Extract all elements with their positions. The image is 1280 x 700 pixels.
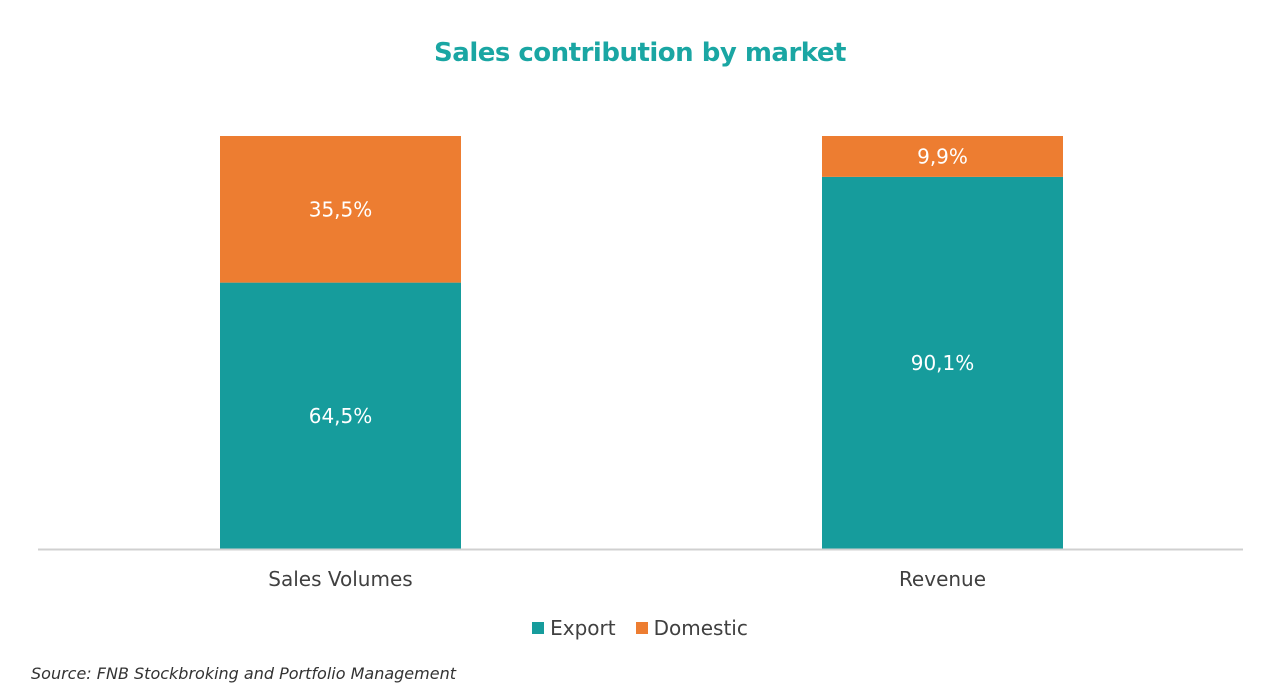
bar-export-1	[822, 176, 1063, 549]
chart-title: Sales contribution by market	[434, 38, 846, 68]
legend-item-export: Export	[532, 616, 616, 640]
bar-domestic-0	[220, 136, 461, 283]
chart-plot: 64,5% 35,5% Sales Volumes 90,1% 9,9% Revenue	[38, 136, 1243, 591]
legend-swatch-domestic	[635, 622, 648, 634]
category-label-0: Sales Volumes	[268, 567, 412, 591]
legend-swatch-export	[532, 622, 545, 634]
legend: Export Domestic	[0, 616, 1280, 640]
category-label-1: Revenue	[899, 567, 986, 591]
legend-label-domestic: Domestic	[653, 616, 748, 640]
data-label-domestic-1: 9,9%	[917, 144, 968, 168]
source-note: Source: FNB Stockbroking and Portfolio M…	[31, 664, 456, 683]
data-label-export-1: 90,1%	[911, 351, 975, 375]
bar-export-0	[220, 282, 461, 549]
legend-label-export: Export	[550, 616, 616, 640]
legend-item-domestic: Domestic	[635, 616, 748, 640]
data-label-domestic-0: 35,5%	[309, 197, 373, 221]
bar-domestic-1	[822, 136, 1063, 177]
data-label-export-0: 64,5%	[309, 404, 373, 428]
